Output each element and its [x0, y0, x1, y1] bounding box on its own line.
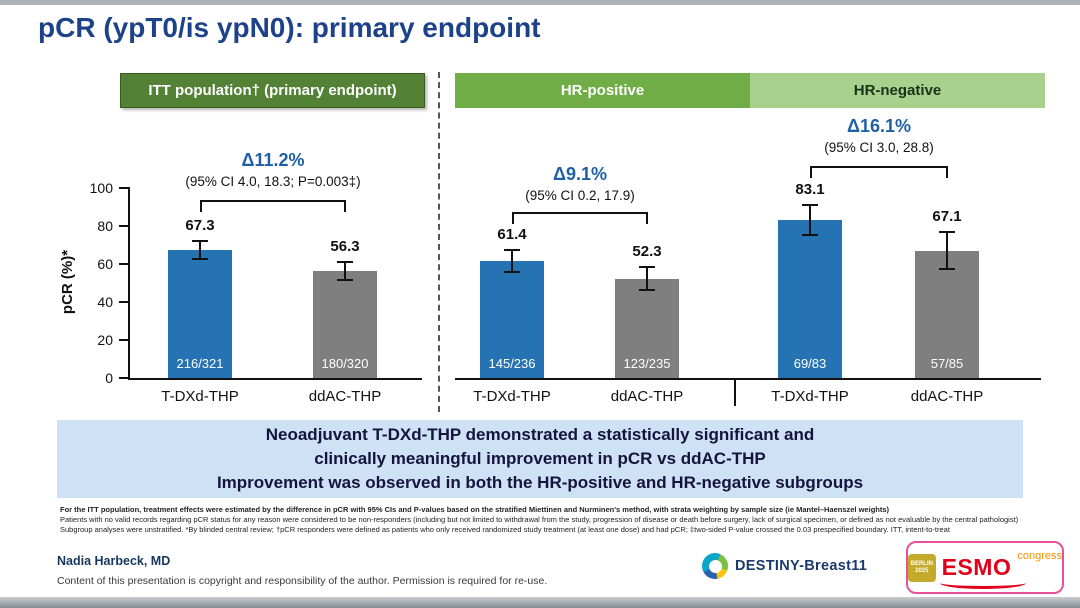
bar: [915, 250, 979, 378]
letterbox-bottom: [0, 597, 1080, 608]
esmo-swoosh-decoration: [940, 577, 1026, 589]
author-name: Nadia Harbeck, MD: [57, 554, 171, 568]
x-label-hrpos-tdxd: T-DXd-THP: [473, 388, 551, 405]
letterbox-top: [0, 0, 1080, 5]
error-bar: [802, 203, 818, 237]
bar: [313, 271, 377, 378]
error-bar: [504, 249, 520, 274]
bar-value: 61.4: [497, 226, 527, 244]
comparison-bracket-itt: [200, 200, 346, 212]
esmo-congress-logo: BERLIN 2025 ESMO congress: [906, 541, 1064, 594]
confidence-interval: (95% CI 3.0, 28.8): [824, 140, 934, 155]
banner-line-3: Improvement was observed in both the HR-…: [216, 473, 864, 492]
banner-line-2: clinically meaningful improvement in pCR…: [314, 449, 766, 468]
bar-group-hrneg-tdxd: 83.1 69/83: [778, 181, 842, 378]
x-label-itt-tdxd: T-DXd-THP: [161, 388, 239, 405]
bar-value: 67.1: [932, 208, 962, 226]
y-tick-label: 60: [97, 256, 113, 272]
bar-group-itt-tdxd: 67.3 216/321: [168, 188, 232, 378]
bar-fraction: 69/83: [793, 356, 827, 371]
bar: [480, 261, 544, 378]
error-bar: [639, 266, 655, 291]
comparison-bracket-hrneg: [810, 166, 948, 178]
panel-divider-dashed-line: [438, 72, 440, 412]
bar-fraction: 180/320: [321, 356, 369, 371]
y-axis-title: pCR (%)*: [59, 249, 76, 315]
bar-group-hrpos-ddac: 52.3 123/235: [615, 188, 679, 378]
confidence-interval: (95% CI 0.2, 17.9): [525, 188, 635, 203]
y-tick-mark: [119, 225, 128, 227]
delta-value: Δ11.2%: [241, 150, 305, 170]
footnote-line-2: Patients with no valid records regarding…: [60, 515, 1019, 524]
x-axis-line-itt: [128, 378, 422, 380]
y-tick-mark: [119, 187, 128, 189]
esmo-wordmark: ESMO: [941, 554, 1012, 580]
comparison-bracket-hrpos: [512, 212, 648, 224]
error-bar: [337, 260, 353, 282]
y-axis-line: [128, 187, 130, 380]
y-tick-label: 100: [89, 180, 113, 196]
y-tick-mark: [119, 377, 128, 379]
y-tick-mark: [119, 263, 128, 265]
slide-title: pCR (ypT0/is ypN0): primary endpoint: [38, 12, 541, 43]
x-label-itt-ddac: ddAC-THP: [308, 388, 382, 405]
bar-fraction: 57/85: [930, 356, 964, 371]
delta-annotation-hrneg: Δ16.1% (95% CI 3.0, 28.8): [770, 116, 988, 155]
footnote-line-1: For the ITT population, treatment effect…: [60, 505, 890, 514]
bar: [168, 250, 232, 378]
x-label-hrneg-ddac: ddAC-THP: [910, 388, 984, 405]
panel-header-hr-positive: HR-positive: [455, 73, 750, 108]
hr-subgroup-divider-tick: [734, 378, 736, 406]
bar-group-hrpos-tdxd: 61.4 145/236: [480, 188, 544, 378]
bar-value: 52.3: [632, 243, 662, 261]
bar-fraction: 123/235: [623, 356, 671, 371]
panel-header-hr-negative: HR-negative: [750, 73, 1045, 108]
y-tick-mark: [119, 339, 128, 341]
y-axis: 0 20 40 60 80 100: [82, 180, 128, 386]
confidence-interval: (95% CI 4.0, 18.3; P=0.003‡): [185, 174, 361, 189]
destiny-breast11-logo-icon: [702, 553, 728, 579]
bar-value: 83.1: [795, 180, 825, 198]
trial-logo-text: DESTINY-Breast11: [735, 558, 868, 574]
x-axis-line-subgroups: [455, 378, 1041, 380]
delta-value: Δ9.1%: [553, 164, 607, 184]
y-tick-label: 80: [97, 218, 113, 234]
x-label-hrpos-ddac: ddAC-THP: [610, 388, 684, 405]
delta-annotation-itt: Δ11.2% (95% CI 4.0, 18.3; P=0.003‡): [160, 150, 386, 189]
esmo-city: BERLIN: [910, 560, 933, 567]
bar-value: 56.3: [330, 237, 360, 255]
error-bar: [939, 231, 955, 270]
trial-logo: DESTINY-Breast11: [702, 553, 867, 579]
esmo-year: 2025: [915, 567, 929, 574]
bar-fraction: 145/236: [488, 356, 536, 371]
banner-line-1: Neoadjuvant T-DXd-THP demonstrated a sta…: [265, 425, 815, 444]
delta-value: Δ16.1%: [847, 116, 911, 136]
footnotes: For the ITT population, treatment effect…: [60, 505, 1040, 535]
panel-header-itt: ITT population† (primary endpoint): [120, 73, 425, 108]
bar-value: 67.3: [185, 217, 215, 235]
y-tick-mark: [119, 301, 128, 303]
delta-annotation-hrpos: Δ9.1% (95% CI 0.2, 17.9): [480, 164, 680, 203]
esmo-city-badge: BERLIN 2025: [908, 553, 936, 582]
bar: [778, 220, 842, 378]
esmo-congress-label: congress: [1017, 550, 1062, 562]
copyright-notice: Content of this presentation is copyrigh…: [57, 575, 548, 587]
bar-fraction: 216/321: [176, 356, 224, 371]
bar-group-itt-ddac: 56.3 180/320: [313, 188, 377, 378]
footnote-line-3: Subgroup analyses were unstratified. *By…: [60, 525, 950, 534]
conclusion-banner: Neoadjuvant T-DXd-THP demonstrated a sta…: [57, 420, 1023, 498]
y-tick-label: 0: [105, 370, 113, 386]
y-tick-label: 40: [97, 294, 113, 310]
x-label-hrneg-tdxd: T-DXd-THP: [771, 388, 849, 405]
bar-group-hrneg-ddac: 67.1 57/85: [915, 188, 979, 378]
error-bar: [192, 240, 208, 261]
bar: [615, 278, 679, 378]
y-tick-label: 20: [97, 332, 113, 348]
